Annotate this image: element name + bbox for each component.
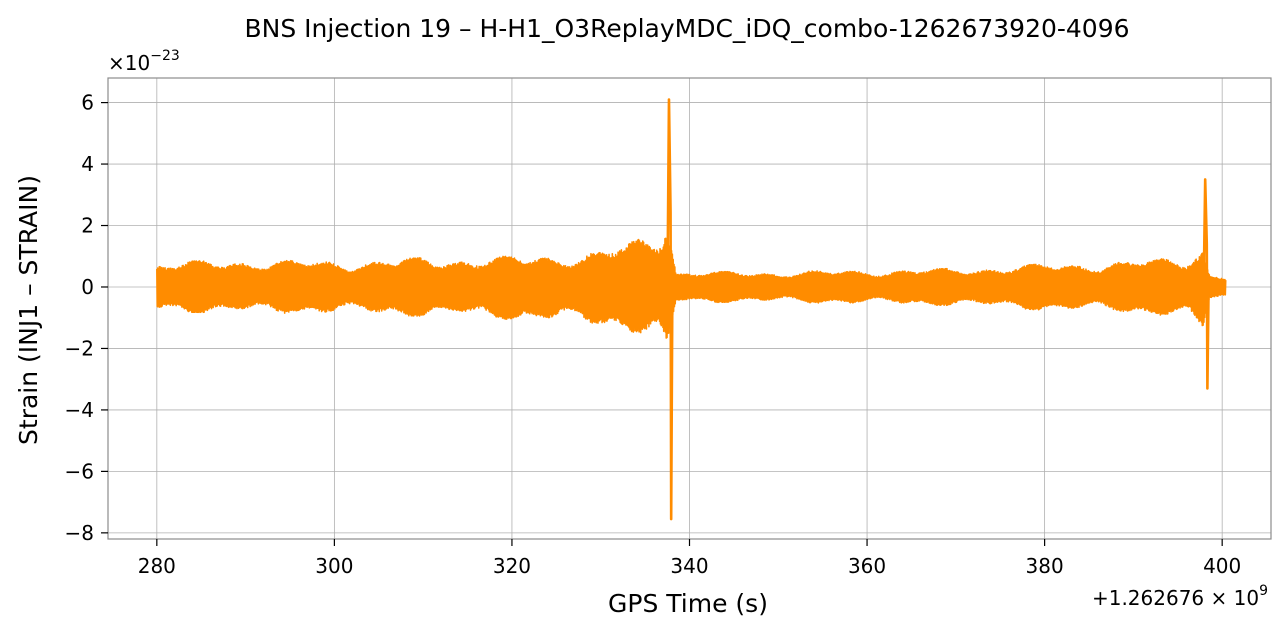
x-offset-label: +1.262676 × 109 xyxy=(1092,583,1268,610)
x-axis-label: GPS Time (s) xyxy=(608,589,768,618)
y-tick-label: 0 xyxy=(81,275,94,299)
glitch-spike xyxy=(666,98,674,521)
y-axis: 6 4 2 0 −2 −4 −6 −8 xyxy=(65,91,108,545)
y-tick-label: −4 xyxy=(65,398,94,422)
x-offset-exponent: 9 xyxy=(1259,583,1268,599)
x-tick-label: 320 xyxy=(493,554,531,578)
x-tick-label: 380 xyxy=(1026,554,1064,578)
x-tick-label: 300 xyxy=(315,554,353,578)
y-tick-label: 6 xyxy=(81,91,94,115)
y-tick-label: 2 xyxy=(81,214,94,238)
chart-title: BNS Injection 19 – H-H1_O3ReplayMDC_iDQ_… xyxy=(244,14,1129,43)
y-tick-label: −6 xyxy=(65,459,94,483)
y-axis-label: Strain (INJ1 – STRAIN) xyxy=(14,175,43,445)
y-tick-label: 4 xyxy=(81,152,94,176)
x-tick-label: 360 xyxy=(848,554,886,578)
strain-series-line xyxy=(156,237,1227,339)
y-tick-label: −2 xyxy=(65,336,94,360)
y-tick-label: −8 xyxy=(65,521,94,545)
x-tick-label: 400 xyxy=(1203,554,1241,578)
y-scale-label: ×10−23 xyxy=(108,48,180,75)
y-scale-base: ×10 xyxy=(108,51,150,75)
x-tick-label: 280 xyxy=(138,554,176,578)
x-offset-base: +1.262676 × 10 xyxy=(1092,586,1259,610)
x-tick-label: 340 xyxy=(670,554,708,578)
x-axis: 280 300 320 340 360 380 400 xyxy=(138,539,1241,578)
y-scale-exponent: −23 xyxy=(150,48,180,64)
series-layer xyxy=(156,98,1227,521)
glitch-spike xyxy=(1202,178,1210,390)
